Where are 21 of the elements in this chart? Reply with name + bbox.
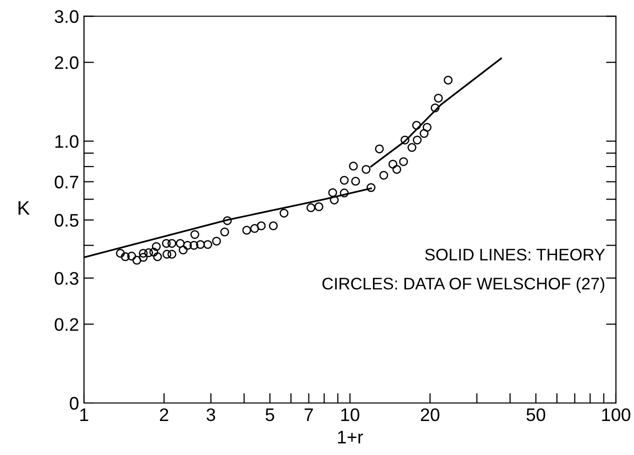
x-tick-label: 7 bbox=[304, 408, 313, 421]
y-axis-title: K bbox=[18, 201, 30, 215]
y-tick-label: 2.0 bbox=[54, 56, 78, 70]
y-tick-label: 3.0 bbox=[54, 10, 78, 23]
annotation: SOLID LINES: THEORY bbox=[425, 248, 605, 261]
x-tick-label: 20 bbox=[420, 408, 440, 422]
y-tick-label: 0.5 bbox=[54, 214, 78, 227]
annotation: CIRCLES: DATA OF WELSCHOF (27) bbox=[322, 277, 604, 293]
y-tick-label: 1.0 bbox=[55, 135, 78, 148]
y-tick-label: 0.3 bbox=[54, 272, 78, 285]
x-tick-label: 3 bbox=[206, 408, 216, 422]
x-tick-label: 2 bbox=[160, 408, 168, 421]
x-tick-label: 50 bbox=[526, 408, 546, 422]
x-axis-title: 1+r bbox=[338, 430, 363, 444]
y-tick-label: 0.7 bbox=[54, 176, 78, 188]
x-tick-label: 10 bbox=[341, 408, 360, 422]
y-tick-label: 0.2 bbox=[54, 318, 78, 331]
y-tick-label: 0 bbox=[70, 396, 78, 410]
x-tick-label: 5 bbox=[266, 408, 274, 422]
x-tick-label: 1 bbox=[80, 408, 88, 421]
x-tick-label: 100 bbox=[602, 408, 630, 422]
